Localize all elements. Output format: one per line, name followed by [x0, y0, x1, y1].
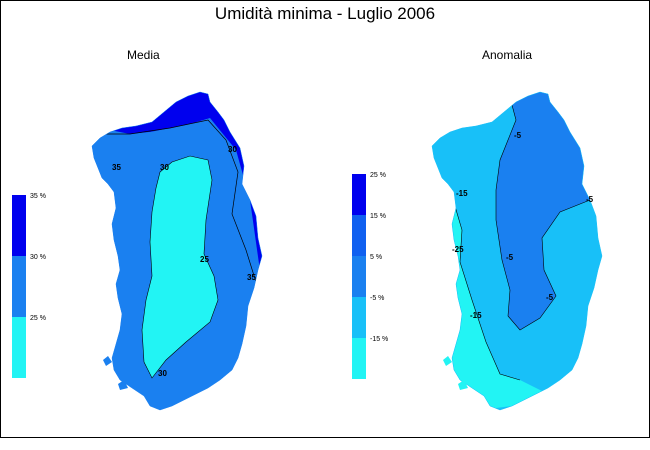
anomalia-contour-label: -5	[586, 195, 594, 204]
figure-title: Umidità minima - Luglio 2006	[214, 4, 436, 23]
anomalia-small-island	[443, 356, 452, 366]
anomalia-legend-tick: 25 %	[370, 172, 386, 179]
media-legend-tick: 25 %	[30, 315, 46, 322]
media-contour-label: 35	[247, 273, 256, 282]
anomalia-legend-tick: -5 %	[370, 295, 384, 302]
panel-title-anomalia: Anomalia	[482, 48, 533, 62]
media-small-island	[103, 356, 112, 366]
anomalia-legend-swatch	[352, 174, 366, 215]
anomalia-contour-label: -5	[514, 131, 522, 140]
anomalia-contour-label: -15	[470, 311, 482, 320]
media-contour-label: 30	[158, 369, 167, 378]
media-contour-35	[100, 119, 257, 283]
media-legend-tick: 30 %	[30, 254, 46, 261]
anomalia-legend-tick: -15 %	[370, 336, 388, 343]
media-contour-label: 25	[200, 255, 209, 264]
panel-title-media: Media	[127, 48, 160, 62]
media-legend: 35 % 30 % 25 %	[12, 193, 46, 378]
media-map: 35 30 30 25 30 35	[91, 91, 263, 411]
anomalia-legend-tick: 5 %	[370, 254, 382, 261]
anomalia-contour-label: -5	[546, 293, 554, 302]
anomalia-legend-tick: 15 %	[370, 213, 386, 220]
anomalia-contour-minus15	[451, 195, 521, 381]
media-small-island	[192, 94, 202, 104]
anomalia-legend-swatch	[352, 297, 366, 338]
media-legend-swatch	[12, 256, 26, 317]
anomalia-legend-swatch	[352, 338, 366, 379]
anomalia-small-island	[458, 380, 468, 390]
anomalia-legend: 25 % 15 % 5 % -5 % -15 %	[352, 172, 388, 379]
media-contour-label: 30	[160, 163, 169, 172]
anomalia-legend-swatch	[352, 215, 366, 256]
media-legend-swatch	[12, 317, 26, 378]
anomalia-map: -5 -5 -15 -5 -5 -15 -25	[431, 91, 603, 411]
media-small-island	[118, 380, 128, 390]
media-legend-swatch	[12, 195, 26, 256]
anomalia-legend-swatch	[352, 256, 366, 297]
anomalia-contour-label: -15	[456, 189, 468, 198]
media-contour-label: 35	[112, 163, 121, 172]
media-zone-25	[141, 155, 219, 379]
media-legend-tick: 35 %	[30, 193, 46, 200]
anomalia-contour-label: -25	[452, 245, 464, 254]
media-contour-label: 30	[228, 145, 237, 154]
anomalia-contour-label: -5	[506, 253, 514, 262]
